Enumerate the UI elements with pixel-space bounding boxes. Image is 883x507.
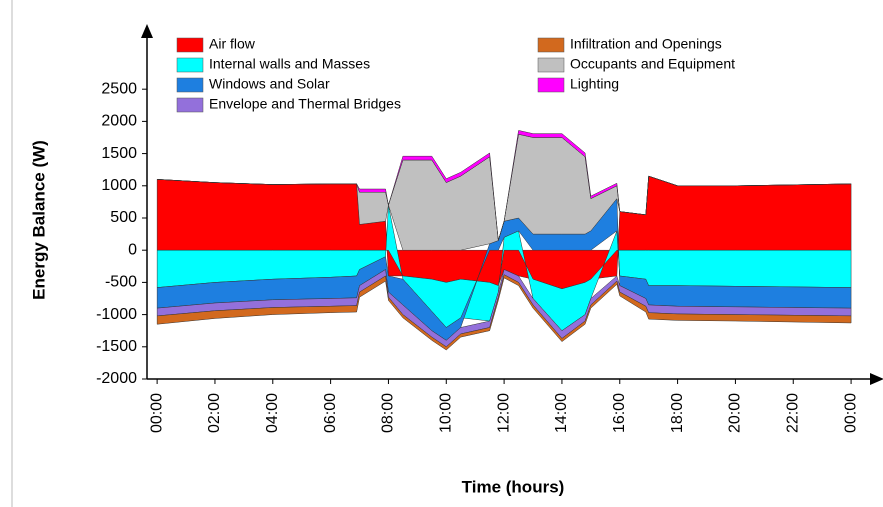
x-tick-label: 20:00 bbox=[727, 393, 744, 433]
x-tick-label: 08:00 bbox=[380, 393, 397, 433]
axes bbox=[141, 24, 883, 385]
legend-label: Envelope and Thermal Bridges bbox=[209, 96, 401, 112]
legend-label: Infiltration and Openings bbox=[570, 36, 722, 52]
x-axis-arrow bbox=[870, 373, 883, 385]
x-tick-label: 18:00 bbox=[669, 393, 686, 433]
y-tick-label: 500 bbox=[110, 209, 137, 226]
y-axis-label: Energy Balance (W) bbox=[29, 140, 48, 300]
x-tick-label: 14:00 bbox=[553, 393, 570, 433]
x-tick-label: 06:00 bbox=[322, 393, 339, 433]
legend-label: Lighting bbox=[570, 76, 619, 92]
x-tick-label: 00:00 bbox=[148, 393, 165, 433]
ticks: -2000 -1500 -1000 -500 0 500 1000 1500 2000 2500 0… bbox=[96, 80, 859, 433]
y-tick-label: -500 bbox=[105, 274, 137, 291]
legend-label: Air flow bbox=[209, 36, 256, 52]
x-tick-label: 12:00 bbox=[495, 393, 512, 433]
legend-swatch bbox=[176, 97, 204, 113]
y-tick-label: 1000 bbox=[101, 177, 137, 194]
legend-swatch bbox=[176, 77, 204, 93]
y-axis-arrow bbox=[141, 24, 153, 38]
legend: Air flow Internal walls and Masses Windows… bbox=[176, 36, 735, 113]
y-tick-label: 1500 bbox=[101, 145, 137, 162]
x-tick-label: 02:00 bbox=[206, 393, 223, 433]
legend-swatch bbox=[537, 77, 565, 93]
legend-swatch bbox=[176, 57, 204, 73]
x-tick-label: 04:00 bbox=[264, 393, 281, 433]
x-tick-label: 22:00 bbox=[784, 393, 801, 433]
areas bbox=[156, 130, 852, 351]
y-tick-label: -2000 bbox=[96, 370, 137, 387]
legend-swatch bbox=[537, 57, 565, 73]
y-tick-label: 2000 bbox=[101, 113, 137, 130]
y-tick-label: 2500 bbox=[101, 80, 137, 97]
legend-label: Windows and Solar bbox=[209, 76, 330, 92]
area bbox=[156, 274, 852, 351]
legend-swatch bbox=[537, 37, 565, 53]
x-axis-label: Time (hours) bbox=[462, 477, 565, 496]
area bbox=[157, 130, 852, 241]
x-tick-label: 00:00 bbox=[842, 393, 859, 433]
y-tick-label: -1500 bbox=[96, 338, 137, 355]
legend-label: Occupants and Equipment bbox=[570, 56, 735, 72]
x-tick-label: 10:00 bbox=[437, 393, 454, 433]
x-tick-label: 16:00 bbox=[611, 393, 628, 433]
y-tick-label: -1000 bbox=[96, 306, 137, 323]
legend-swatch bbox=[176, 37, 204, 53]
legend-label: Internal walls and Masses bbox=[209, 56, 370, 72]
y-tick-label: 0 bbox=[128, 241, 137, 258]
